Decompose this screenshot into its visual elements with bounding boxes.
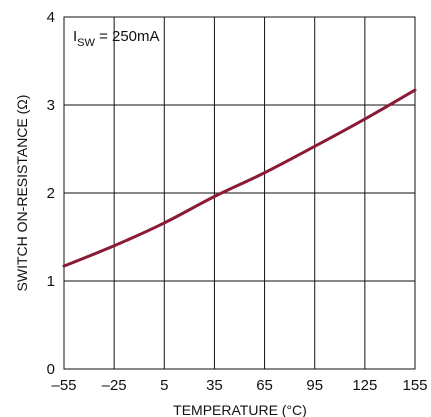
x-tick-label: 95 (306, 377, 323, 394)
grid-lines (64, 17, 415, 369)
x-tick-labels: –55 –25 5 35 65 95 125 155 (51, 377, 427, 394)
x-axis-label: TEMPERATURE (°C) (173, 402, 307, 417)
y-tick-labels: 0 1 2 3 4 (47, 9, 55, 378)
series-group (62, 88, 417, 268)
x-tick-label: 65 (256, 377, 273, 394)
y-tick-label: 1 (47, 273, 55, 290)
y-axis-label: SWITCH ON-RESISTANCE (Ω) (14, 95, 30, 292)
annotation-label: ISW = 250mA (73, 28, 160, 49)
x-tick-label: 155 (402, 377, 427, 394)
y-tick-label: 3 (47, 97, 55, 114)
annotation-rest: = 250mA (95, 28, 160, 45)
series-line (62, 88, 417, 268)
y-tick-label: 4 (47, 9, 55, 26)
x-tick-label: –25 (102, 377, 127, 394)
annotation-subscript: SW (77, 37, 95, 49)
x-tick-label: 5 (160, 377, 168, 394)
x-tick-label: –55 (51, 377, 76, 394)
annotation-main: I (73, 28, 77, 45)
y-tick-label: 2 (47, 185, 55, 202)
x-tick-label: 125 (352, 377, 377, 394)
x-tick-label: 35 (206, 377, 223, 394)
y-tick-label: 0 (47, 361, 55, 378)
